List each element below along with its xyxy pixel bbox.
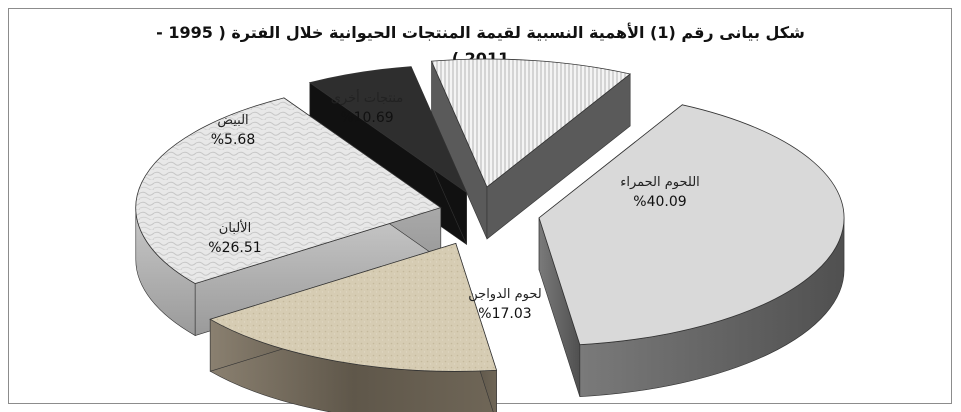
data-label-value: %40.09: [633, 194, 686, 210]
data-label-category: البيض: [217, 113, 248, 128]
pie-slice: [430, 58, 632, 240]
data-label-category: لحوم الدواجن: [468, 287, 541, 302]
pie-slice: [538, 104, 845, 397]
pie-slice: [209, 242, 498, 412]
data-label-category: اللحوم الحمراء: [620, 175, 700, 190]
slice-top: [209, 242, 498, 372]
slice-top: [430, 58, 632, 188]
slice-top: [308, 66, 468, 194]
slice-top: [538, 104, 845, 346]
data-label-category: الألبان: [219, 219, 251, 236]
data-label-category: منتجات أخرى: [331, 89, 404, 106]
data-label-value: %26.51: [208, 240, 261, 256]
data-label-value: %10.69: [340, 110, 393, 126]
chart-title-line-1: شكل بيانى رقم (1) الأهمية النسبية لقيمة …: [156, 23, 805, 42]
data-label-value: %17.03: [478, 306, 531, 322]
slice-top: [135, 97, 442, 285]
pie-slice: [135, 97, 442, 337]
data-label-value: %5.68: [211, 132, 255, 148]
